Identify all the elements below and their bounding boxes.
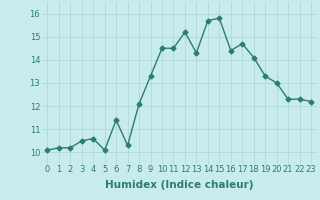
X-axis label: Humidex (Indice chaleur): Humidex (Indice chaleur) (105, 180, 253, 190)
